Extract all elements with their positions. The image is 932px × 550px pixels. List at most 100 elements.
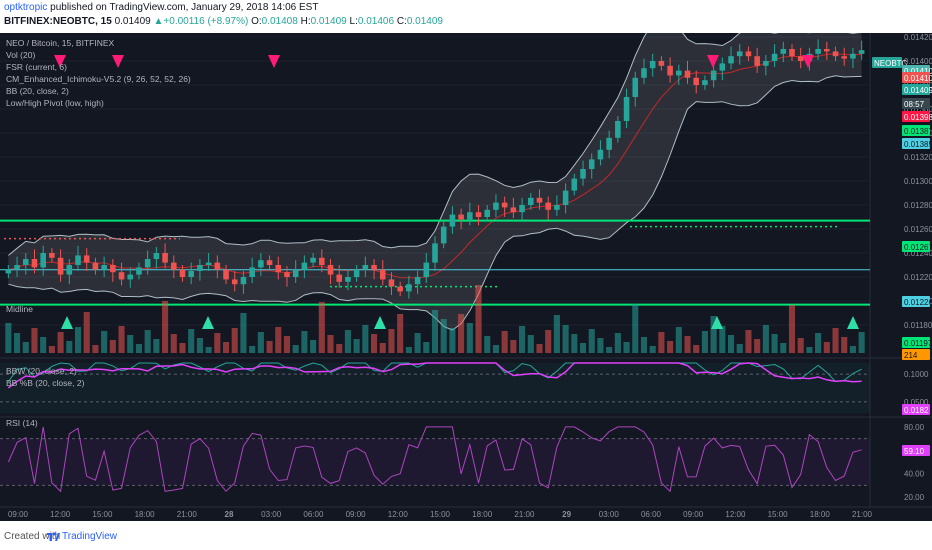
legend-midline: Midline — [6, 304, 33, 314]
bbw-tick-label: 0.1000 — [904, 370, 929, 379]
candle-body — [75, 255, 81, 265]
time-tick-label: 21:00 — [852, 510, 873, 519]
price-tag-label: 0.01410 — [904, 74, 932, 83]
volume-bar — [362, 325, 369, 353]
volume-bar — [510, 340, 517, 353]
price-tick-label: 0.01300 — [904, 177, 932, 186]
volume-bar — [240, 313, 247, 353]
candle-body — [110, 265, 116, 273]
legend-bbpct: BB %B (20, close, 2) — [6, 378, 85, 388]
chart-canvas[interactable]: 0.014200.014000.013800.013600.013400.013… — [0, 33, 932, 521]
volume-bar — [710, 316, 717, 353]
candle-body — [597, 149, 604, 160]
candle-body — [258, 260, 264, 268]
volume-bar — [66, 341, 73, 353]
volume-bar — [858, 332, 865, 353]
volume-bar — [257, 332, 264, 353]
price-tick-label: 0.01360 — [904, 105, 932, 114]
volume-bar — [414, 333, 421, 353]
volume-bar — [562, 325, 569, 353]
time-tick-label: 18:00 — [472, 510, 493, 519]
volume-bar — [841, 337, 848, 353]
bb-basis-line — [8, 53, 862, 279]
pivot-low-marker — [202, 316, 214, 329]
volume-bar — [266, 341, 273, 353]
volume-bar — [536, 344, 543, 353]
price-tag-label: 0.01267 — [904, 243, 932, 252]
volume-bar — [196, 338, 203, 353]
volume-bar — [788, 305, 796, 353]
price-tag-bg — [902, 349, 930, 360]
price-tag-bg — [902, 138, 930, 149]
high-label: H: — [300, 16, 311, 27]
support-resistance-lines — [0, 219, 870, 306]
volume-bar — [22, 342, 29, 353]
volume-bar — [40, 337, 47, 353]
candle-body — [562, 190, 569, 205]
volume-bar — [823, 342, 830, 353]
change-up-icon: ▲ — [153, 16, 164, 27]
volume-bar — [214, 333, 221, 353]
volume-bar — [684, 336, 691, 353]
chart-area[interactable]: 0.014200.014000.013800.013600.013400.013… — [0, 33, 932, 521]
candle-body — [397, 286, 403, 292]
pivot-high-marker — [54, 55, 66, 68]
bbpct-line — [7, 362, 862, 389]
candle-body — [275, 265, 282, 273]
candle-body — [676, 70, 682, 76]
volume-bar — [31, 328, 38, 353]
candle-body — [745, 51, 752, 57]
time-tick-label: 12:00 — [725, 510, 746, 519]
price-tag-bg — [902, 296, 930, 307]
candle-body — [423, 262, 430, 277]
candle-body — [510, 207, 517, 213]
candle-body — [475, 212, 482, 217]
candle-body — [588, 159, 595, 169]
price-tag-bg — [902, 241, 930, 252]
price-tag-label: 0.01409 — [904, 86, 932, 95]
time-tick-label: 06:00 — [641, 510, 662, 519]
candle-body — [205, 262, 212, 265]
candle-body — [57, 257, 64, 275]
volume-bar — [205, 347, 212, 353]
time-tick-label: 09:00 — [683, 510, 704, 519]
volume-bar — [466, 323, 473, 353]
volume-bar — [101, 331, 108, 353]
candle-body — [580, 169, 586, 179]
rsi-tick-label: 80.00 — [904, 423, 925, 432]
open-value: 0.01408 — [261, 16, 298, 27]
time-axis: 09:00 12:00 15:00 18:00 21:00 28 03:00 06:00 09:… — [8, 510, 873, 519]
candle-body — [754, 56, 760, 66]
candle-body — [623, 97, 630, 121]
change-value: +0.00116 (+8.97%) — [163, 16, 249, 27]
volume-bar — [74, 327, 82, 353]
candle-body — [336, 274, 343, 282]
author-link[interactable]: optktropic — [4, 2, 48, 13]
candle-body — [162, 253, 168, 263]
symbol-label: BITFINEX:NEOBTC, 15 — [4, 16, 112, 27]
volume-bar — [815, 333, 822, 353]
volume-bar — [762, 325, 769, 353]
price-tag-bg — [902, 98, 930, 109]
volume-bar — [92, 345, 99, 353]
volume-bar — [519, 326, 526, 353]
volume-bar — [719, 326, 726, 353]
volume-bar — [222, 342, 230, 353]
pivot-high-marker — [802, 55, 814, 68]
pivot-high-marker — [268, 55, 280, 68]
price-tag-bg — [902, 125, 930, 136]
candle-body — [301, 262, 308, 270]
candle-body — [615, 121, 621, 138]
volume-bar — [579, 343, 587, 353]
volume-bar — [431, 310, 439, 353]
volume-bar — [275, 327, 282, 353]
candle-body — [536, 197, 543, 203]
footer: Created with TradingView — [0, 521, 932, 550]
price-tag-label: 0.01387 — [904, 127, 932, 136]
low-label: L: — [349, 16, 358, 27]
tradingview-link[interactable]: TradingView — [62, 531, 118, 542]
candle-body — [824, 49, 830, 52]
time-tick-label: 18:00 — [135, 510, 156, 519]
legend-volume: Vol (20) — [6, 50, 35, 60]
volume-bar — [48, 346, 55, 353]
